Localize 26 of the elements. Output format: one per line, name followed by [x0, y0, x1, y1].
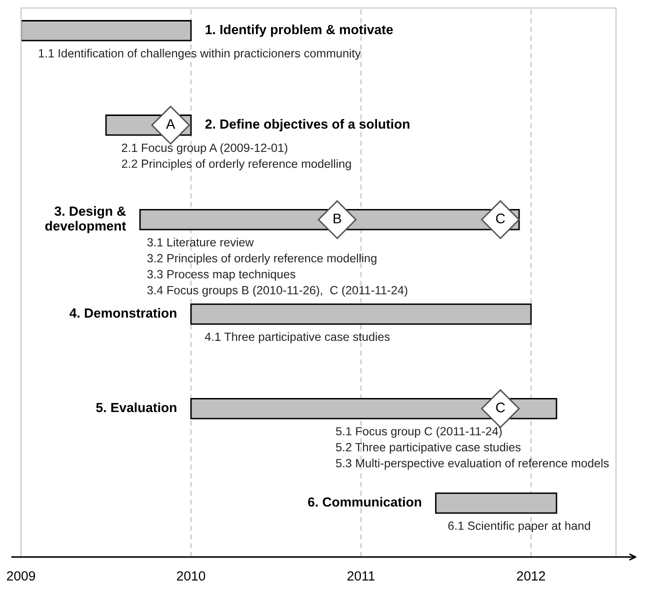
- annotation: 3.3 Process map techniques: [147, 270, 296, 281]
- x-tick-label: 2010: [176, 571, 206, 581]
- annotation: 5.1 Focus group C (2011-11-24): [336, 426, 502, 438]
- y-tick-label: 2. Define objectives of a solution: [205, 119, 410, 132]
- annotation: 4.1 Three participative case studies: [204, 332, 390, 344]
- x-tick-label: 2012: [516, 571, 546, 581]
- annotation: 3.1 Literature review: [147, 238, 254, 246]
- data-label: B: [334, 214, 342, 224]
- data-label: C: [496, 402, 505, 412]
- annotation: 5.3 Multi-perspective evaluation of reference models: [336, 458, 609, 470]
- y-tick-label: 1. Identify problem & motivate: [206, 24, 393, 37]
- x-tick-label: 2011: [347, 571, 375, 581]
- y-tick-label: 5. Evaluation: [96, 402, 176, 412]
- y-tick-label: 3. Design & development: [45, 206, 126, 234]
- data-label: C: [496, 214, 505, 224]
- annotation: 2.1 Focus group A (2009-12-01): [122, 143, 288, 154]
- annotation: 6.1 Scientific paper at hand: [448, 521, 590, 532]
- y-tick-label: 4. Demonstration: [70, 308, 176, 318]
- annotation: 3.4 Focus groups B (2010-11-26), C (2011-11-24): [147, 286, 408, 297]
- data-label: A: [166, 119, 176, 129]
- x-tick-label: 2009: [6, 571, 36, 581]
- y-tick-label: 6. Communication: [308, 496, 422, 507]
- annotation: 3.2 Principles of orderly reference modelling: [147, 254, 376, 265]
- annotation: 1.1 Identification of challenges within practicioners community: [38, 48, 361, 60]
- annotation: 2.2 Principles of orderly reference modelling: [122, 159, 351, 170]
- annotation: 5.2 Three participative case studies: [336, 442, 521, 454]
